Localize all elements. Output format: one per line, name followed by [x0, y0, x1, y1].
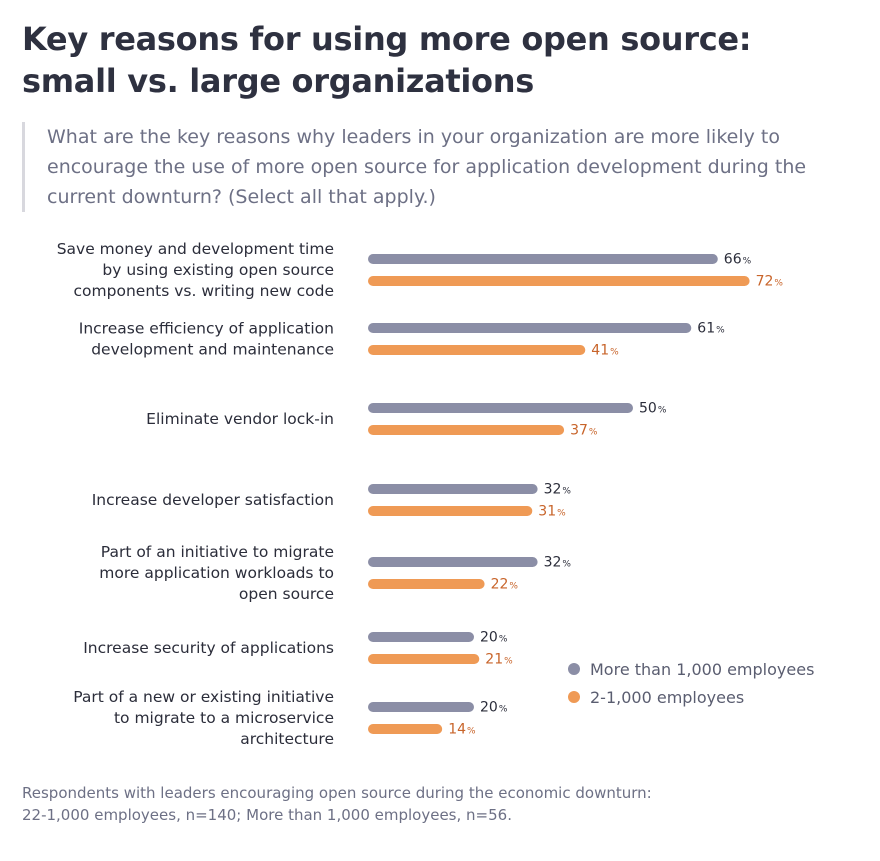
category-label-6-line-0: Part of a new or existing initiative [73, 688, 334, 706]
value-label-small-5: 21% [485, 652, 513, 668]
bar-large-0 [368, 254, 718, 264]
bar-large-3 [368, 484, 538, 494]
legend-label-small: 2-1,000 employees [590, 687, 745, 707]
category-label-5-line-0: Increase security of applications [83, 639, 334, 657]
category-label-0-line-2: components vs. writing new code [74, 282, 334, 300]
bar-large-2 [368, 403, 633, 413]
category-label-4-line-1: more application workloads to [99, 564, 334, 582]
bar-small-6 [368, 724, 443, 734]
bar-large-1 [368, 323, 692, 333]
value-label-large-3: 32% [544, 482, 572, 498]
bar-small-2 [368, 425, 565, 435]
category-label-3-line-0: Increase developer satisfaction [92, 491, 334, 509]
bar-small-0 [368, 276, 750, 286]
survey-question: What are the key reasons why leaders in … [47, 126, 807, 208]
value-label-small-4: 22% [491, 577, 519, 593]
category-label-4-line-0: Part of an initiative to migrate [101, 543, 334, 561]
category-label-1-line-0: Increase efficiency of application [79, 320, 334, 338]
footnote: Respondents with leaders encouraging ope… [22, 782, 862, 826]
bar-small-1 [368, 345, 586, 355]
legend-dot-large [568, 663, 580, 675]
value-label-small-3: 31% [538, 504, 566, 520]
footnote-line-1: Respondents with leaders encouraging ope… [22, 784, 652, 802]
bar-large-4 [368, 557, 538, 567]
title-line-1: Key reasons for using more open source: [22, 20, 752, 58]
footnote-line-2: 22-1,000 employees, n=140; More than 1,0… [22, 806, 512, 824]
value-label-large-0: 66% [724, 252, 752, 268]
value-label-small-0: 72% [756, 274, 784, 290]
chart-title: Key reasons for using more open source: … [22, 18, 852, 102]
value-label-large-2: 50% [639, 401, 667, 417]
legend-label-large: More than 1,000 employees [590, 659, 815, 679]
category-label-6-line-1: to migrate to a microservice [114, 709, 334, 727]
title-line-2: small vs. large organizations [22, 62, 534, 100]
legend: More than 1,000 employees 2-1,000 employ… [568, 655, 814, 711]
category-label-2-line-0: Eliminate vendor lock-in [146, 410, 334, 428]
legend-item-small: 2-1,000 employees [568, 683, 814, 711]
bar-small-5 [368, 654, 480, 664]
legend-item-large: More than 1,000 employees [568, 655, 814, 683]
bar-small-3 [368, 506, 533, 516]
question-block: What are the key reasons why leaders in … [22, 122, 847, 212]
value-label-small-1: 41% [591, 343, 619, 359]
category-label-4-line-2: open source [239, 585, 334, 603]
bar-small-4 [368, 579, 485, 589]
category-label-6-line-2: architecture [240, 730, 334, 748]
category-label-1-line-1: development and maintenance [91, 341, 334, 359]
bar-chart: Save money and development time by using … [57, 240, 784, 748]
category-label-0-line-1: by using existing open source [102, 261, 334, 279]
bar-large-6 [368, 702, 474, 712]
value-label-large-6: 20% [480, 700, 508, 716]
value-label-large-4: 32% [544, 555, 572, 571]
value-label-small-2: 37% [570, 423, 598, 439]
value-label-small-6: 14% [448, 722, 476, 738]
legend-dot-small [568, 691, 580, 703]
bar-large-5 [368, 632, 474, 642]
value-label-large-5: 20% [480, 630, 508, 646]
category-label-0-line-0: Save money and development time [57, 240, 334, 258]
value-label-large-1: 61% [697, 321, 725, 337]
